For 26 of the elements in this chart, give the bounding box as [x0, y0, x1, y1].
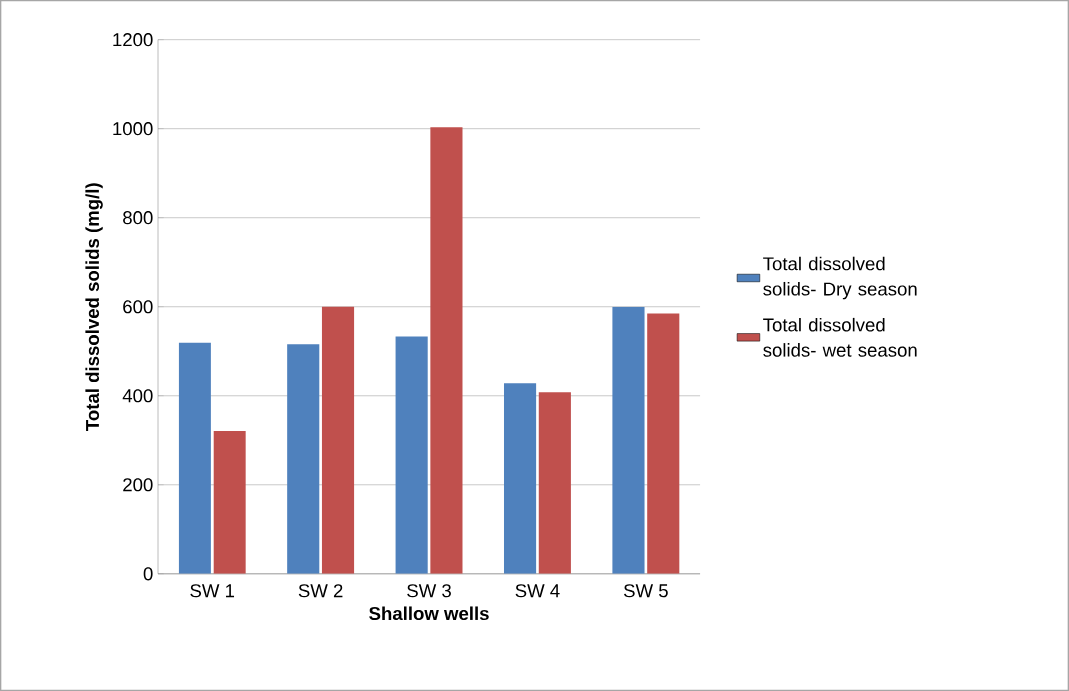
- bar: [321, 306, 355, 574]
- bar: [430, 127, 463, 574]
- y-tick-label: 1200: [113, 33, 153, 47]
- bar: [612, 306, 645, 574]
- x-tick-label: SW 3: [407, 584, 451, 598]
- bar: [647, 313, 680, 574]
- y-tick-label: 600: [123, 300, 153, 314]
- legend-label: Total dissolved solids- wet season: [763, 317, 917, 357]
- legend-label: Total dissolved solids- Dry season: [763, 256, 917, 300]
- bar: [178, 342, 211, 574]
- x-tick-label: SW 5: [623, 584, 668, 598]
- y-tick-label: 800: [123, 211, 153, 225]
- bar: [395, 336, 428, 574]
- x-axis-title: Shallow wells: [369, 606, 489, 621]
- bar: [538, 392, 571, 574]
- y-tick-label: 0: [143, 567, 153, 581]
- y-tick-label: 200: [123, 478, 153, 492]
- y-tick-label: 400: [122, 389, 153, 403]
- bar: [503, 383, 537, 574]
- bar: [287, 344, 320, 574]
- x-tick-label: SW 4: [515, 584, 560, 598]
- x-tick-label: SW 2: [298, 584, 343, 598]
- y-tick-label: 1000: [113, 122, 153, 136]
- bar: [213, 430, 246, 574]
- x-tick-label: SW 1: [190, 584, 235, 598]
- y-axis-title: Total dissolved solids (mg/l): [85, 183, 103, 431]
